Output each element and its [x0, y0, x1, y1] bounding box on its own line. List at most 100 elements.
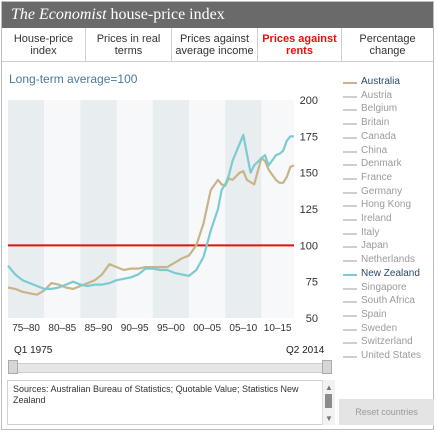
- legend-swatch: [343, 164, 357, 167]
- tab-prices-against-income[interactable]: Prices against average income: [172, 28, 258, 61]
- tab-house-price-index[interactable]: House-price index: [2, 28, 86, 61]
- legend-swatch: [343, 246, 357, 249]
- tab-percentage-change[interactable]: Percentage change: [359, 32, 416, 57]
- plot-bands: [8, 100, 294, 318]
- legend-item-switzerland[interactable]: Switzerland: [343, 336, 433, 350]
- legend-item-japan[interactable]: Japan: [343, 240, 433, 254]
- plot-band: [261, 100, 294, 318]
- y-tick-label: 125: [300, 204, 318, 216]
- x-axis-ticks: 75–80 80–85 85–90 90–95 95–00 00–05 05–10 10–15: [12, 323, 292, 334]
- legend-swatch: [343, 301, 357, 304]
- legend-item-spain[interactable]: Spain: [343, 309, 433, 323]
- legend-swatch: [343, 177, 357, 180]
- legend-item-south-africa[interactable]: South Africa: [343, 295, 433, 309]
- legend-item-austria[interactable]: Austria: [343, 90, 433, 104]
- series-lines: [7, 133, 295, 296]
- legend-item-australia[interactable]: Australia: [343, 76, 433, 90]
- legend-label: Belgium: [361, 103, 398, 115]
- legend-item-britain[interactable]: Britain: [343, 117, 433, 131]
- slider-end-handle[interactable]: [322, 360, 332, 374]
- x-tick-label: 80–85: [48, 323, 76, 334]
- legend-label: Australia: [361, 76, 400, 87]
- slider-track[interactable]: [10, 363, 330, 373]
- y-tick-label: 50: [306, 313, 318, 325]
- tab-bar: House-price index Prices in real terms P…: [2, 28, 433, 62]
- legend-item-netherlands[interactable]: Netherlands: [343, 254, 433, 268]
- slider-end-label: Q2 2014: [286, 345, 325, 356]
- legend-label: China: [361, 144, 388, 156]
- tab-prices-against-rents[interactable]: Prices against rents: [258, 28, 342, 61]
- time-range-slider: Q1 1975 Q2 2014: [6, 345, 336, 375]
- legend-label: Japan: [361, 240, 389, 252]
- x-tick-label: 10–15: [264, 323, 292, 334]
- y-tick-label: 100: [300, 240, 318, 252]
- legend-swatch: [343, 287, 357, 290]
- plot-band: [225, 100, 262, 318]
- legend-label: France: [361, 171, 393, 183]
- legend-label: Netherlands: [361, 254, 415, 266]
- legend-item-ireland[interactable]: Ireland: [343, 213, 433, 227]
- title-bar: The Economist house-price index: [2, 2, 433, 28]
- x-tick-label: 85–90: [85, 323, 113, 334]
- legend-label: Austria: [361, 89, 393, 101]
- y-tick-label: 200: [300, 95, 318, 107]
- y-axis-ticks: 50 75 100 125 150 175 200: [300, 95, 318, 325]
- y-tick-label: 75: [306, 277, 318, 289]
- legend-swatch: [343, 273, 357, 276]
- legend-swatch: [343, 356, 357, 358]
- legend-item-italy[interactable]: Italy: [343, 227, 433, 241]
- legend-label: South Africa: [361, 295, 415, 307]
- legend-swatch: [343, 232, 357, 235]
- legend-label: Spain: [361, 308, 387, 320]
- legend-swatch: [343, 205, 357, 208]
- plot-band: [152, 100, 190, 318]
- legend-item-singapore[interactable]: Singapore: [343, 282, 433, 296]
- legend-label: Ireland: [361, 213, 392, 224]
- legend-label: Denmark: [361, 158, 402, 170]
- y-tick-label: 175: [300, 131, 318, 143]
- x-tick-label: 00–05: [193, 323, 221, 334]
- legend-label: United States: [361, 350, 422, 361]
- legend-item-germany[interactable]: Germany: [343, 186, 433, 200]
- reset-countries-button[interactable]: Reset countries: [339, 399, 434, 425]
- tab-prices-real-terms[interactable]: Prices in real terms: [86, 28, 172, 61]
- legend-item-denmark[interactable]: Denmark: [343, 158, 433, 172]
- scroll-down-icon[interactable]: ▼: [325, 414, 333, 423]
- legend-swatch: [343, 136, 357, 139]
- x-tick-label: 75–80: [12, 323, 40, 334]
- legend-swatch: [343, 260, 357, 263]
- legend-item-canada[interactable]: Canada: [343, 131, 433, 145]
- legend-item-belgium[interactable]: Belgium: [343, 103, 433, 117]
- legend-label: New Zealand: [361, 267, 420, 279]
- slider-start-handle[interactable]: [8, 360, 18, 374]
- legend-swatch: [343, 95, 357, 98]
- legend-item-new-zealand[interactable]: New Zealand: [343, 268, 433, 282]
- scroll-up-icon[interactable]: ▲: [325, 383, 333, 392]
- plot-band: [116, 100, 153, 318]
- legend-item-united-states[interactable]: United States: [343, 350, 433, 364]
- sources-note: Sources: Australian Bureau of Statistics…: [7, 380, 324, 425]
- title-brand: The Economist: [11, 6, 107, 23]
- legend-swatch: [343, 191, 357, 194]
- legend-swatch: [343, 82, 357, 84]
- legend-label: Britain: [361, 117, 390, 129]
- legend-item-hong-kong[interactable]: Hong Kong: [343, 199, 433, 213]
- legend-item-france[interactable]: France: [343, 172, 433, 186]
- legend-label: Italy: [361, 226, 380, 238]
- x-tick-label: 95–00: [157, 323, 185, 334]
- legend-item-china[interactable]: China: [343, 145, 433, 159]
- legend-label: Singapore: [361, 281, 407, 293]
- x-tick-label: 05–10: [229, 323, 257, 334]
- legend-swatch: [343, 342, 357, 345]
- plot-band: [8, 100, 45, 318]
- legend-swatch: [343, 219, 357, 221]
- chart-subtitle: Long-term average=100: [9, 72, 138, 86]
- legend-label: Sweden: [361, 322, 398, 334]
- legend-label: Germany: [361, 185, 403, 197]
- sources-scrollbar[interactable]: ▲ ▼: [322, 380, 335, 425]
- legend-swatch: [343, 150, 357, 153]
- legend-swatch: [343, 123, 357, 126]
- scroll-thumb[interactable]: [325, 394, 332, 408]
- legend-item-sweden[interactable]: Sweden: [343, 323, 433, 337]
